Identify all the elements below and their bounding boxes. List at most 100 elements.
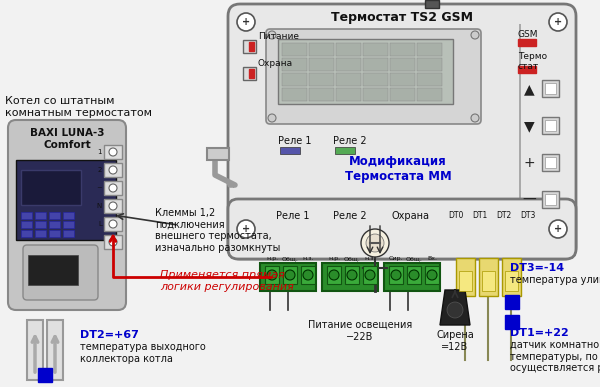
Circle shape	[549, 13, 567, 31]
Text: Модификация
Термостата ММ: Модификация Термостата ММ	[344, 155, 451, 183]
Text: Общ.: Общ.	[281, 256, 298, 261]
Text: DT3: DT3	[520, 211, 536, 220]
Text: Клеммы 1,2
подключения
внешнего термостата,
изначально разомкнуты: Клеммы 1,2 подключения внешнего термоста…	[155, 208, 280, 253]
Bar	[301, 266, 315, 284]
Bar	[309, 58, 334, 71]
Bar	[417, 73, 442, 86]
Bar	[505, 315, 519, 329]
Text: DT2: DT2	[496, 211, 512, 220]
Bar	[407, 266, 421, 284]
Bar	[336, 43, 361, 56]
Bar	[502, 258, 521, 296]
Text: Питание освещения
−22В: Питание освещения −22В	[308, 320, 412, 342]
Bar	[243, 40, 256, 53]
Text: датчик комнатной
температуры, по которому
осуществляется регулирование: датчик комнатной температуры, по котором…	[510, 340, 600, 373]
Bar	[35, 230, 46, 237]
Text: DT1: DT1	[472, 211, 488, 220]
Circle shape	[109, 220, 117, 228]
Circle shape	[267, 270, 277, 280]
Text: Общ.: Общ.	[406, 256, 422, 261]
Text: Охрана: Охрана	[258, 59, 293, 68]
Text: н.з.: н.з.	[364, 256, 376, 261]
Circle shape	[109, 202, 117, 210]
Bar	[63, 212, 74, 219]
Polygon shape	[440, 290, 470, 325]
Bar	[363, 266, 377, 284]
Circle shape	[109, 166, 117, 174]
Bar	[336, 58, 361, 71]
Bar	[519, 24, 521, 239]
Text: Котел со штатным
комнатным термостатом: Котел со штатным комнатным термостатом	[5, 96, 152, 118]
FancyBboxPatch shape	[266, 29, 481, 124]
Text: ▼: ▼	[524, 119, 535, 133]
Bar	[104, 181, 122, 195]
Text: Питание: Питание	[258, 32, 299, 41]
Bar	[49, 230, 60, 237]
Bar	[459, 271, 472, 291]
Bar	[249, 42, 254, 51]
Bar	[456, 258, 475, 296]
Circle shape	[366, 234, 384, 252]
Circle shape	[109, 238, 117, 246]
Bar	[265, 266, 279, 284]
Bar	[545, 120, 556, 131]
Bar	[309, 88, 334, 101]
Circle shape	[329, 270, 339, 280]
Bar	[104, 199, 122, 213]
Bar	[363, 58, 388, 71]
Bar	[545, 194, 556, 205]
Bar	[49, 212, 60, 219]
Circle shape	[471, 114, 479, 122]
Text: +: +	[554, 17, 562, 27]
Text: +: +	[242, 17, 250, 27]
Circle shape	[285, 270, 295, 280]
Text: Сир.: Сир.	[389, 256, 403, 261]
Text: Сирена
=12В: Сирена =12В	[436, 330, 474, 352]
Bar	[282, 58, 307, 71]
Bar	[482, 271, 495, 291]
Bar	[542, 117, 559, 134]
Circle shape	[237, 220, 255, 238]
Text: +: +	[523, 156, 535, 170]
Bar	[345, 266, 359, 284]
Bar	[505, 295, 519, 309]
Circle shape	[237, 13, 255, 31]
Bar	[389, 266, 403, 284]
Bar	[280, 147, 300, 154]
Bar	[363, 73, 388, 86]
Text: Применяется прямая
логики регулирования: Применяется прямая логики регулирования	[160, 270, 294, 291]
Bar	[249, 69, 254, 78]
Bar	[63, 221, 74, 228]
Bar	[327, 266, 341, 284]
Text: GSM: GSM	[518, 30, 539, 39]
Bar	[363, 43, 388, 56]
Bar	[390, 73, 415, 86]
Circle shape	[391, 270, 401, 280]
FancyBboxPatch shape	[8, 120, 126, 310]
Bar	[104, 163, 122, 177]
Bar	[390, 88, 415, 101]
Text: DT1=+22: DT1=+22	[510, 328, 569, 338]
Bar	[21, 212, 32, 219]
Bar	[207, 148, 229, 160]
Text: Реле 1: Реле 1	[276, 211, 310, 221]
Circle shape	[109, 148, 117, 156]
Bar	[518, 66, 536, 73]
Bar	[336, 88, 361, 101]
Bar	[16, 160, 116, 240]
Bar	[21, 230, 32, 237]
Text: DT2=+67: DT2=+67	[80, 330, 139, 340]
Circle shape	[347, 270, 357, 280]
Bar	[542, 80, 559, 97]
Bar	[417, 58, 442, 71]
Bar	[322, 263, 378, 291]
Circle shape	[549, 220, 567, 238]
Bar	[505, 271, 518, 291]
Text: н.р.: н.р.	[266, 256, 278, 261]
Circle shape	[447, 302, 463, 318]
Bar	[282, 88, 307, 101]
Text: +: +	[242, 224, 250, 234]
Bar	[384, 263, 440, 291]
Circle shape	[109, 184, 117, 192]
Bar	[243, 67, 256, 80]
